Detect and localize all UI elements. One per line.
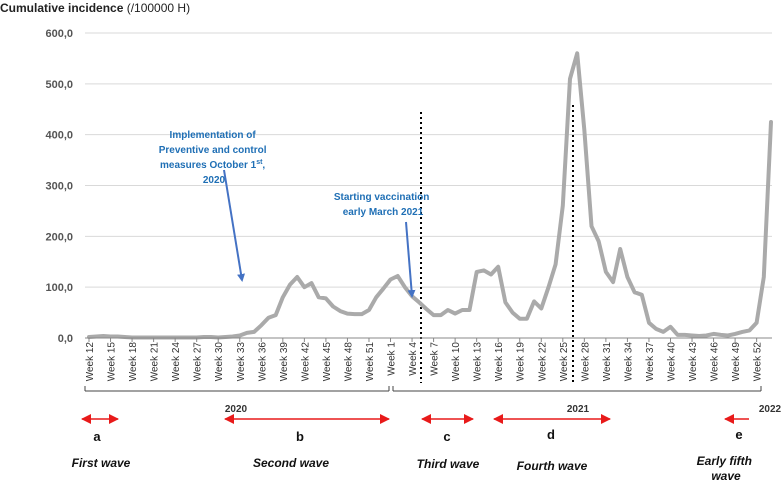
x-tick-label: Week 15 <box>107 342 118 382</box>
y-tick-label: 100,0 <box>45 282 73 294</box>
wave-letter-a: a <box>93 429 101 444</box>
x-tick-label: Week 31 <box>602 342 613 382</box>
x-tick-label: Week 18 <box>128 342 139 382</box>
year-label-2022: 2022 <box>759 404 782 415</box>
wave-name-fifth: Early fifth wave <box>697 454 756 482</box>
x-tick-label: Week 1 <box>387 342 398 376</box>
arrow-vaccination <box>405 221 416 298</box>
x-tick-label: Week 25 <box>559 342 570 382</box>
x-tick-label: Week 45 <box>322 342 333 382</box>
wave-letter-e: e <box>735 427 742 442</box>
x-tick-label: Week 24 <box>171 342 182 382</box>
x-tick-label: Week 7 <box>430 342 441 376</box>
x-tick-label: Week 42 <box>300 342 311 382</box>
x-tick-label: Week 19 <box>516 342 527 382</box>
x-tick-label: Week 48 <box>343 342 354 382</box>
year-label-2021: 2021 <box>567 404 590 415</box>
year-bracket-2020 <box>84 386 390 392</box>
wave-letter-b: b <box>296 429 304 444</box>
wave-letter-d: d <box>547 427 555 442</box>
x-tick-label: Week 30 <box>214 342 225 382</box>
year-bracket-2021 <box>392 386 762 392</box>
y-tick-label: 200,0 <box>45 231 73 243</box>
annotation-vaccination: Starting vaccination early March 2021 <box>334 192 432 218</box>
x-tick-label: Week 27 <box>193 342 204 382</box>
x-tick-label: Week 13 <box>473 342 484 382</box>
annotation-control-measures: Implementation of Preventive and control… <box>159 130 270 186</box>
series-line-cumulative-incidence <box>87 51 773 340</box>
wave-name-fourth: Fourth wave <box>517 459 588 473</box>
x-tick-label: Week 37 <box>645 342 656 382</box>
gridlines <box>85 32 772 288</box>
x-tick-label: Week 28 <box>580 342 591 382</box>
x-tick-label: Week 39 <box>279 342 290 382</box>
x-tick-label: Week 33 <box>236 342 247 382</box>
arrow-control-measures <box>223 169 245 282</box>
x-tick-label: Week 40 <box>666 342 677 382</box>
y-tick-label: 600,0 <box>45 28 73 40</box>
x-tick-label: Week 46 <box>710 342 721 382</box>
x-tick-label: Week 51 <box>365 342 376 382</box>
wave-name-second: Second wave <box>253 456 329 470</box>
y-axis-title: Cumulative incidence (/100000 H) <box>0 1 190 15</box>
wave-name-first: First wave <box>72 456 131 470</box>
x-tick-label: Week 43 <box>688 342 699 382</box>
x-tick-label: Week 16 <box>494 342 505 382</box>
wave-name-third: Third wave <box>417 457 480 471</box>
x-axis-ticks: Week 12 Week 15 Week 18 Week 21 Week 24 Week … <box>85 338 764 381</box>
y-tick-label: 500,0 <box>45 79 73 91</box>
x-tick-label: Week 21 <box>150 342 161 382</box>
year-label-2020: 2020 <box>225 404 248 415</box>
x-tick-label: Week 12 <box>85 342 96 382</box>
x-tick-label: Week 36 <box>257 342 268 382</box>
wave-letter-c: c <box>443 429 450 444</box>
x-tick-label: Week 34 <box>623 342 634 382</box>
y-axis-ticks: 0,0 100,0 200,0 300,0 400,0 500,0 600,0 <box>45 28 73 345</box>
x-tick-label: Week 4 <box>408 342 419 376</box>
y-tick-label: 0,0 <box>58 333 73 345</box>
x-tick-label: Week 52 <box>753 342 764 382</box>
x-tick-label: Week 49 <box>731 342 742 382</box>
y-tick-label: 400,0 <box>45 130 73 142</box>
x-tick-label: Week 22 <box>537 342 548 382</box>
y-tick-label: 300,0 <box>45 181 73 193</box>
x-tick-label: Week 10 <box>451 342 462 382</box>
